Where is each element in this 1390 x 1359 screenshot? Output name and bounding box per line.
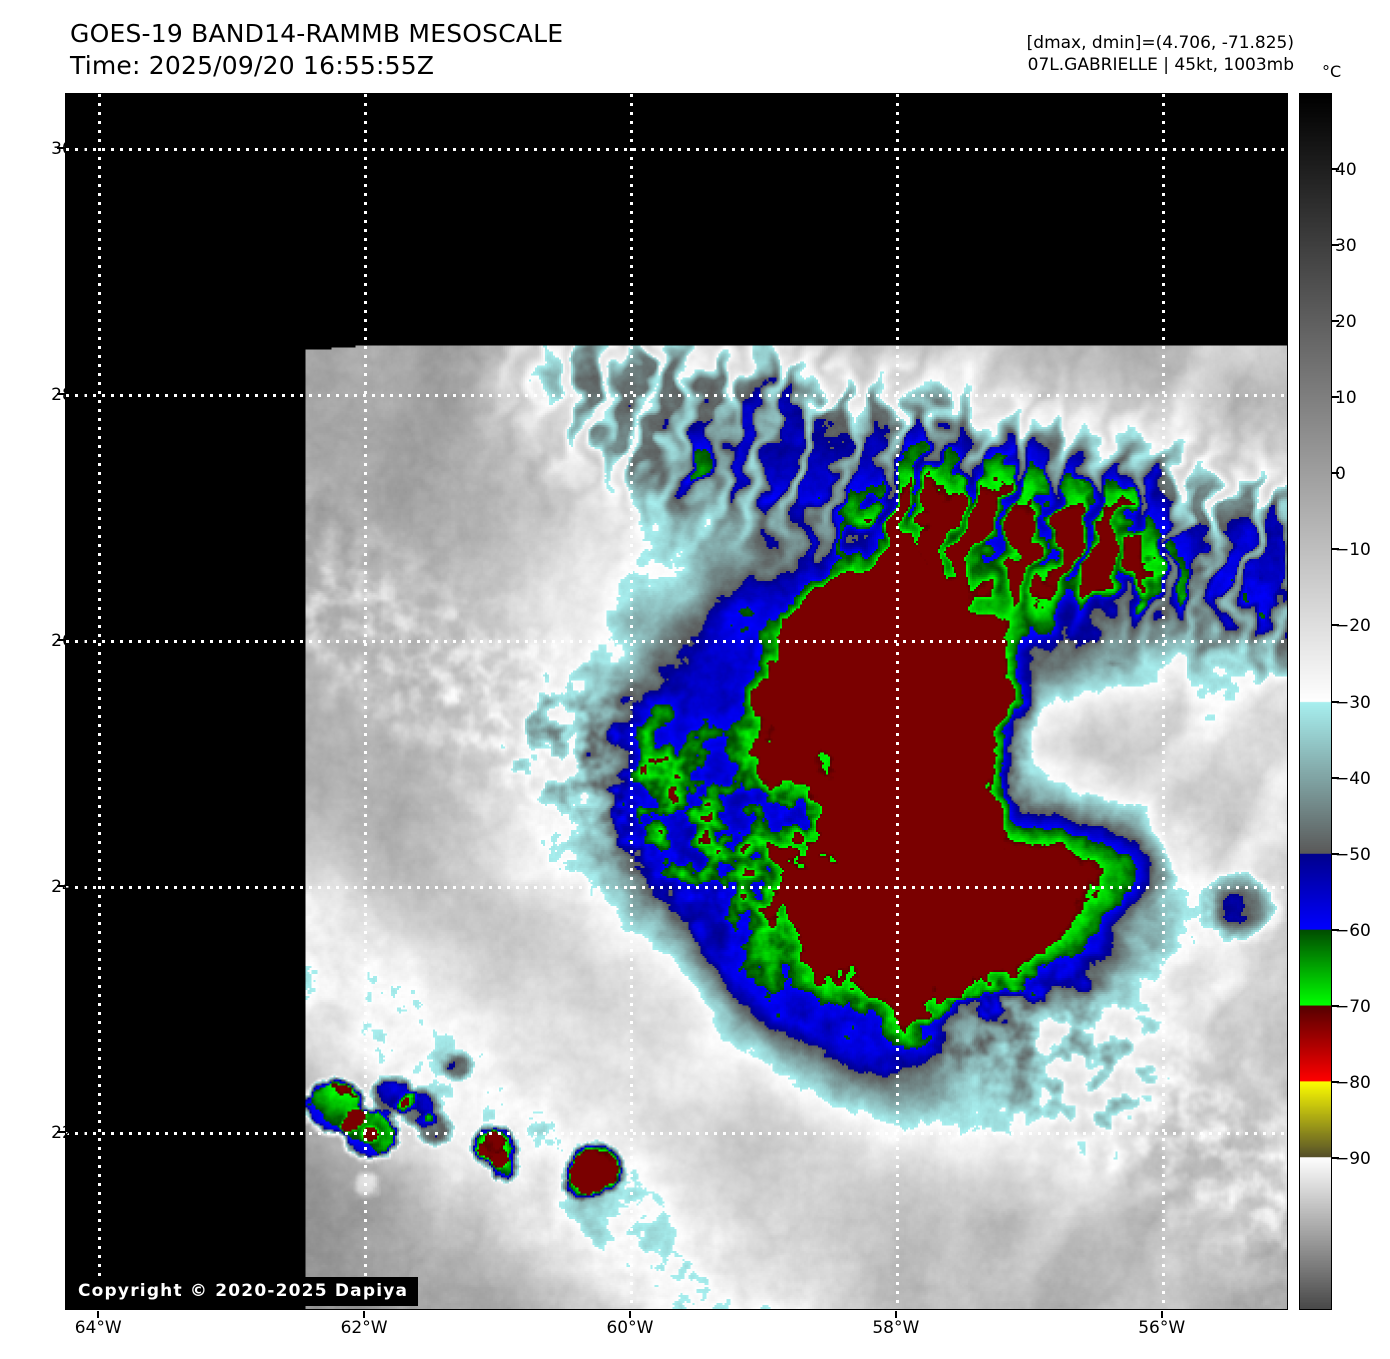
colorbar-tick-mark <box>1332 548 1339 551</box>
latitude-tick-label: 22°N <box>51 1122 94 1143</box>
colorbar-tick-mark <box>1332 1004 1339 1007</box>
header-title-block: GOES-19 BAND14-RAMMB MESOSCALE Time: 202… <box>70 18 563 82</box>
storm-info-label: 07L.GABRIELLE | 45kt, 1003mb <box>1027 55 1294 75</box>
colorbar-tick-mark <box>1332 320 1339 323</box>
colorbar-tick-label: 30 <box>1335 236 1357 257</box>
latitude-tick-mark <box>57 393 65 396</box>
infrared-satellite-imagery <box>66 94 1287 1309</box>
longitude-tick-mark <box>97 1311 100 1318</box>
latitude-tick-mark <box>57 147 65 150</box>
colorbar-tick-label: 10 <box>1335 388 1357 409</box>
colorbar-tick-mark <box>1332 928 1339 931</box>
colorbar-tick-mark <box>1332 1156 1339 1159</box>
colorbar-tick-mark <box>1332 168 1339 171</box>
timestamp: Time: 2025/09/20 16:55:55Z <box>70 51 435 80</box>
colorbar-tick-mark <box>1332 852 1339 855</box>
satellite-plot-area <box>65 93 1288 1310</box>
colorbar-tick-label: −60 <box>1335 920 1371 941</box>
colorbar-tick-mark <box>1332 1080 1339 1083</box>
colorbar-tick-label: 20 <box>1335 312 1357 333</box>
colorbar-tick-label: −30 <box>1335 692 1371 713</box>
temperature-colorbar <box>1299 93 1332 1310</box>
colorbar-tick-label: −70 <box>1335 996 1371 1017</box>
colorbar-tick-label: −80 <box>1335 1072 1371 1093</box>
ir-brightness-temperature-raster <box>66 94 1287 1309</box>
latitude-tick-label: 30°N <box>51 139 94 160</box>
page-title: GOES-19 BAND14-RAMMB MESOSCALE <box>70 19 564 48</box>
colorbar-tick-label: −40 <box>1335 768 1371 789</box>
latitude-tick-mark <box>57 1130 65 1133</box>
colorbar-tick-mark <box>1332 396 1339 399</box>
longitude-tick-label: 62°W <box>340 1318 388 1338</box>
data-range-label: [dmax, dmin]=(4.706, -71.825) <box>1026 33 1294 53</box>
longitude-tick-label: 60°W <box>606 1318 654 1338</box>
longitude-tick-label: 56°W <box>1138 1318 1186 1338</box>
colorbar-tick-label: −10 <box>1335 540 1371 561</box>
colorbar-tick-label: 40 <box>1335 160 1357 181</box>
header-meta-block: [dmax, dmin]=(4.706, -71.825) 07L.GABRIE… <box>1027 32 1294 76</box>
longitude-tick-mark <box>1160 1311 1163 1318</box>
colorbar-tick-label: −20 <box>1335 616 1371 637</box>
colorbar-gradient <box>1300 94 1331 1309</box>
latitude-tick-label: 24°N <box>51 876 94 897</box>
colorbar-tick-label: 0 <box>1335 464 1346 485</box>
colorbar-tick-mark <box>1332 472 1339 475</box>
latitude-tick-label: 28°N <box>51 385 94 406</box>
latitude-tick-mark <box>57 639 65 642</box>
latitude-tick-mark <box>57 884 65 887</box>
colorbar-tick-mark <box>1332 776 1339 779</box>
colorbar-tick-label: −50 <box>1335 844 1371 865</box>
longitude-tick-mark <box>363 1311 366 1318</box>
longitude-tick-mark <box>628 1311 631 1318</box>
colorbar-tick-mark <box>1332 244 1339 247</box>
colorbar-tick-mark <box>1332 700 1339 703</box>
latitude-tick-label: 26°N <box>51 631 94 652</box>
longitude-tick-label: 58°W <box>872 1318 920 1338</box>
colorbar-unit-label: °C <box>1322 62 1342 81</box>
longitude-tick-label: 64°W <box>74 1318 122 1338</box>
colorbar-tick-mark <box>1332 624 1339 627</box>
copyright-watermark: Copyright © 2020-2025 Dapiya <box>68 1277 419 1306</box>
longitude-tick-mark <box>894 1311 897 1318</box>
colorbar-tick-label: −90 <box>1335 1148 1371 1169</box>
